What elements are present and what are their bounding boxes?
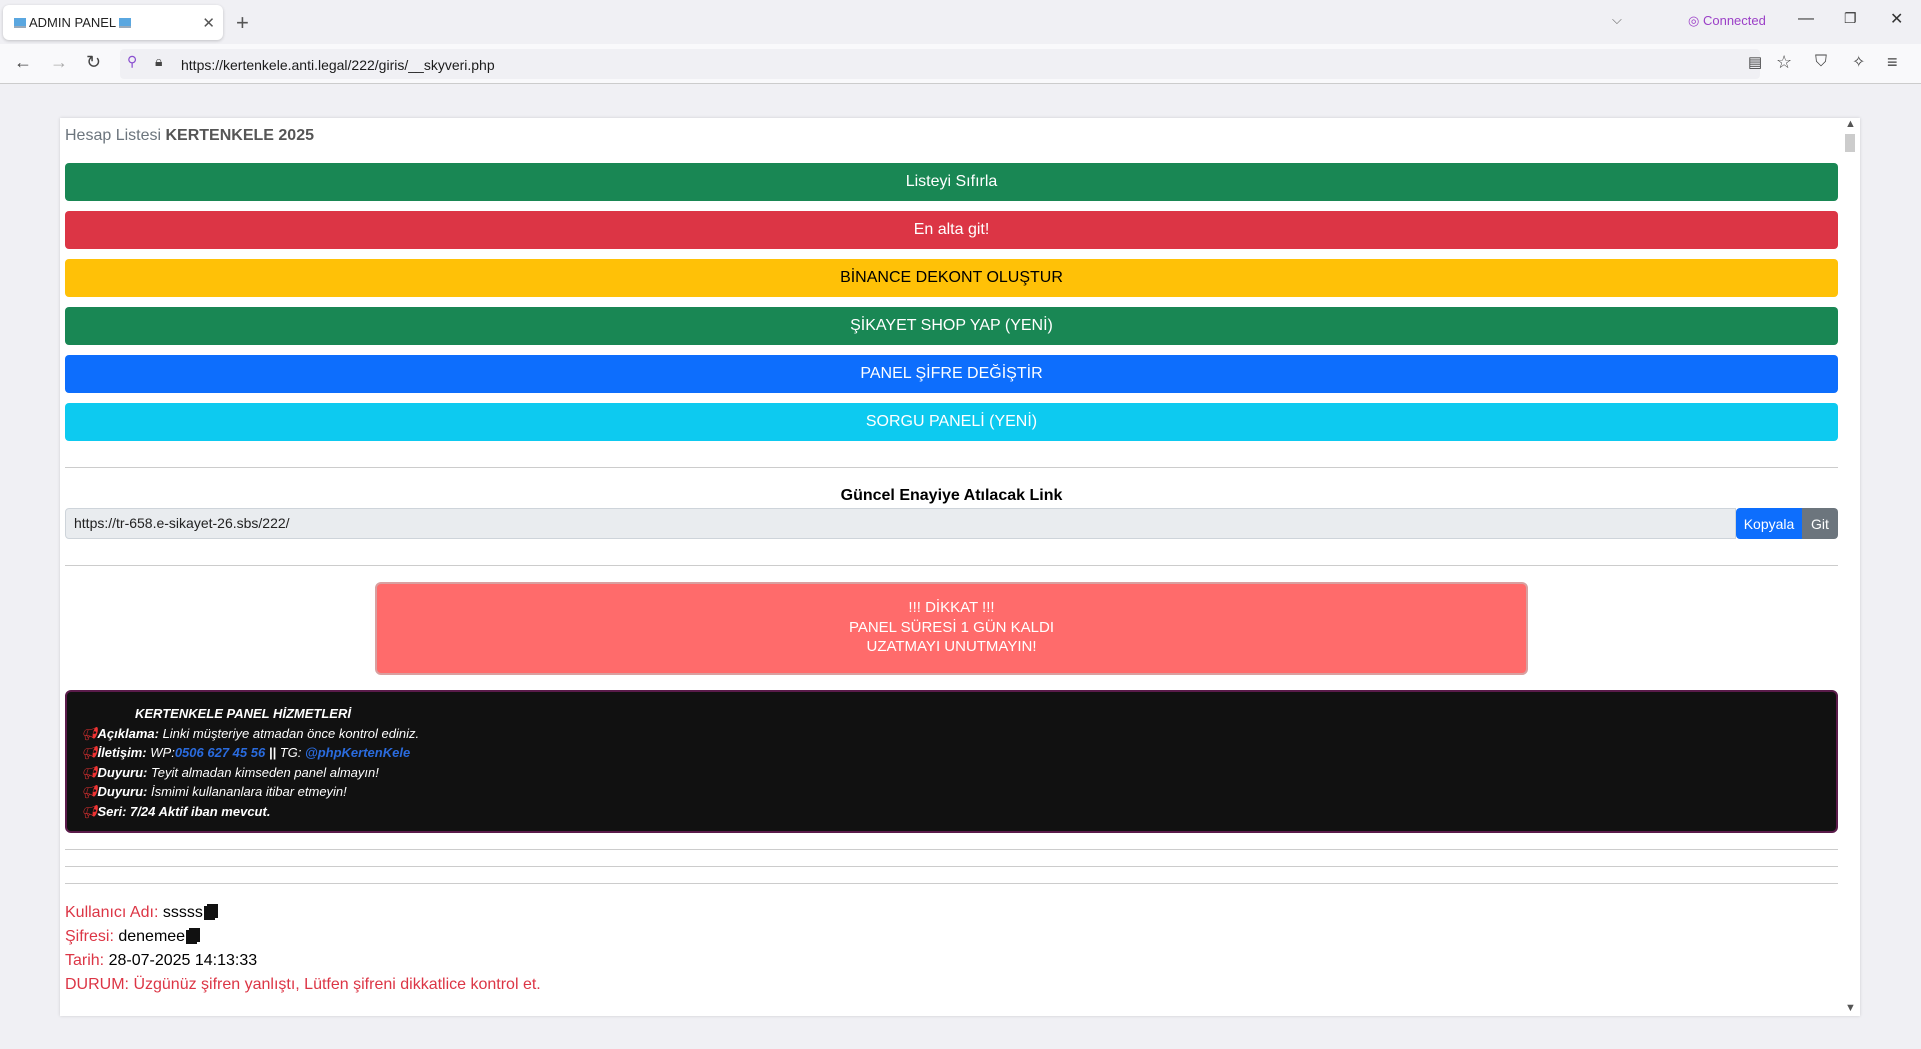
- action-button[interactable]: ŞİKAYET SHOP YAP (YENİ): [65, 307, 1838, 345]
- megaphone-icon: 📢︎: [81, 725, 98, 741]
- divider: [65, 849, 1838, 850]
- expiry-alert: !!! DİKKAT !!! PANEL SÜRESİ 1 GÜN KALDI …: [375, 582, 1528, 675]
- page-title: Hesap Listesi KERTENKELE 2025: [65, 127, 314, 145]
- megaphone-icon: 📢︎: [81, 764, 98, 780]
- lock-icon[interactable]: 🔒︎: [155, 53, 163, 69]
- record-username: Kullanıcı Adı: sssss: [65, 904, 218, 922]
- megaphone-icon: 📢︎: [81, 784, 98, 799]
- info-line: 📢︎İletişim: WP:0506 627 45 56 || TG: @ph…: [81, 745, 411, 760]
- tab-title: ADMIN PANEL: [29, 15, 117, 30]
- extensions-icon[interactable]: ✧: [1852, 54, 1866, 71]
- info-line: 📢︎Duyuru: İsmimi kullananlara itibar etm…: [81, 784, 347, 799]
- alert-line: UZATMAYI UNUTMAYIN!: [866, 638, 1037, 655]
- scroll-down-icon[interactable]: ▼: [1845, 1002, 1856, 1014]
- divider: [65, 866, 1838, 867]
- tab-list-chevron-icon[interactable]: ⌵: [1612, 12, 1622, 27]
- vpn-status[interactable]: ◎ Connected: [1688, 13, 1766, 29]
- divider: [65, 883, 1838, 884]
- url-text[interactable]: https://kertenkele.anti.legal/222/giris/…: [181, 57, 495, 73]
- minimize-button[interactable]: —: [1798, 10, 1814, 27]
- vpn-status-label: Connected: [1702, 13, 1766, 28]
- action-button[interactable]: PANEL ŞİFRE DEĞİŞTİR: [65, 355, 1838, 393]
- vpn-icon: ◎: [1688, 13, 1700, 28]
- services-box: KERTENKELE PANEL HİZMETLERİ 📢︎Açıklama: …: [65, 690, 1838, 833]
- computer-icon: [14, 17, 26, 28]
- shield-icon[interactable]: ⛉: [1815, 53, 1828, 70]
- megaphone-icon: 📢︎: [81, 803, 98, 819]
- content-card: [60, 118, 1860, 1016]
- bookmark-star-icon[interactable]: ☆: [1776, 52, 1793, 72]
- tab-bar: [0, 0, 1921, 44]
- title-bold: KERTENKELE 2025: [165, 127, 315, 144]
- telegram-link[interactable]: @phpKertenKele: [305, 745, 411, 760]
- link-input[interactable]: https://tr-658.e-sikayet-26.sbs/222/: [65, 508, 1736, 539]
- divider: [65, 565, 1838, 566]
- action-button[interactable]: SORGU PANELİ (YENİ): [65, 403, 1838, 441]
- address-bar[interactable]: [120, 49, 1760, 79]
- computer-icon: [119, 17, 132, 28]
- info-line: 📢︎Duyuru: Teyit almadan kimseden panel a…: [81, 764, 379, 780]
- record-password: Şifresi: denemee: [65, 928, 201, 946]
- copy-icon[interactable]: [189, 928, 201, 942]
- record-status: DURUM: Üzgünüz şifren yanlıştı, Lütfen ş…: [65, 976, 541, 993]
- close-tab-icon[interactable]: ✕: [202, 14, 215, 32]
- action-button[interactable]: Listeyi Sıfırla: [65, 163, 1838, 201]
- permissions-icon[interactable]: ⚲: [127, 53, 138, 69]
- copy-icon[interactable]: [206, 904, 218, 918]
- tab-admin-panel[interactable]: ADMIN PANEL ✕: [3, 5, 223, 40]
- restore-button[interactable]: ❐: [1844, 10, 1857, 26]
- info-line: 📢︎Açıklama: Linki müşteriye atmadan önce…: [81, 725, 420, 741]
- scrollbar-thumb[interactable]: [1845, 134, 1855, 152]
- phone-link[interactable]: 0506 627 45 56: [174, 745, 266, 760]
- record-date: Tarih: 28-07-2025 14:13:33: [65, 952, 258, 969]
- scroll-up-icon[interactable]: ▲: [1845, 118, 1856, 130]
- services-heading: KERTENKELE PANEL HİZMETLERİ: [135, 706, 351, 721]
- menu-icon[interactable]: ≡: [1887, 52, 1898, 72]
- reload-icon[interactable]: ↻: [86, 52, 102, 72]
- action-button[interactable]: BİNANCE DEKONT OLUŞTUR: [65, 259, 1838, 297]
- info-line: 📢︎Seri: 7/24 Aktif iban mevcut.: [81, 803, 271, 819]
- close-window-button[interactable]: ✕: [1890, 11, 1904, 28]
- go-button[interactable]: Git: [1802, 508, 1838, 539]
- title-prefix: Hesap Listesi: [65, 127, 162, 144]
- link-title: Güncel Enayiye Atılacak Link: [840, 487, 1063, 504]
- scrollbar[interactable]: [1840, 118, 1860, 1016]
- forward-icon[interactable]: →: [50, 52, 68, 72]
- reader-view-icon[interactable]: ▤: [1748, 54, 1763, 71]
- back-icon[interactable]: ←: [14, 52, 32, 72]
- alert-line: !!! DİKKAT !!!: [908, 599, 995, 616]
- new-tab-button[interactable]: +: [236, 10, 249, 35]
- megaphone-icon: 📢︎: [81, 745, 98, 760]
- copy-button[interactable]: Kopyala: [1736, 508, 1802, 539]
- alert-line: PANEL SÜRESİ 1 GÜN KALDI: [848, 618, 1055, 636]
- divider: [65, 467, 1838, 468]
- action-button[interactable]: En alta git!: [65, 211, 1838, 249]
